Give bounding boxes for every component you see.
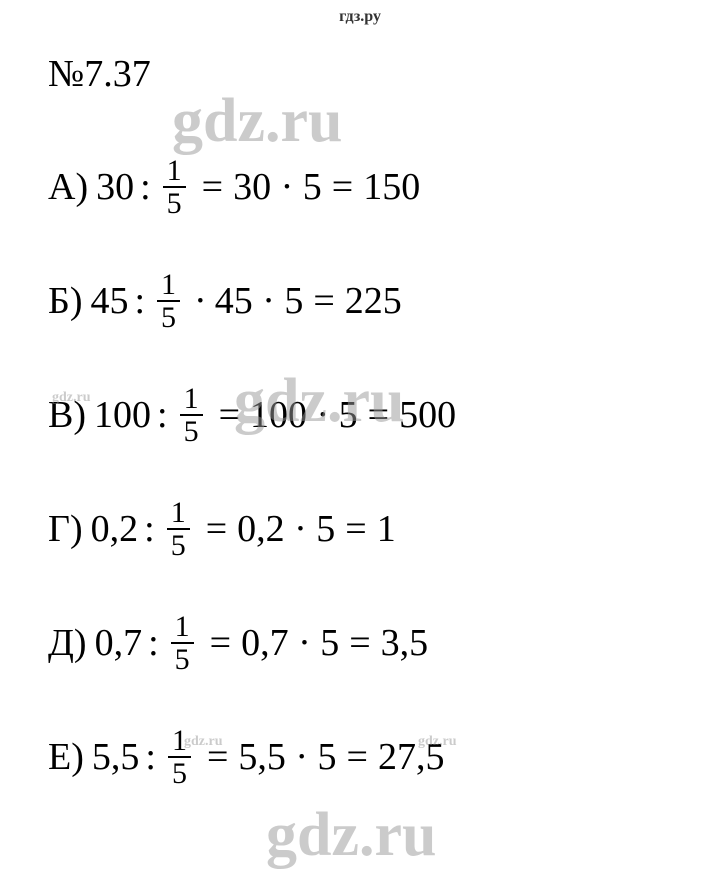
mid-c: 100 · 5 bbox=[250, 393, 358, 437]
equation-e: Д) 0,7 : 1 5 = 0,7 · 5 = 3,5 bbox=[48, 610, 720, 676]
mid-e: 0,7 · 5 bbox=[241, 621, 339, 665]
frac-num: 1 bbox=[168, 725, 191, 757]
fraction-e: 1 5 bbox=[171, 611, 194, 676]
fraction-a: 1 5 bbox=[163, 155, 186, 220]
label-e: Д) bbox=[48, 621, 87, 665]
eq-f1: = bbox=[207, 735, 228, 779]
eq-b: = bbox=[313, 279, 334, 323]
equation-b: Б) 45 : 1 5 · 45 · 5 = 225 bbox=[48, 268, 720, 334]
colon-f: : bbox=[145, 735, 156, 779]
equation-f: Е) 5,5 : 1 5 = 5,5 · 5 = 27,5 bbox=[48, 724, 720, 790]
frac-den: 5 bbox=[157, 300, 180, 334]
eq-c1: = bbox=[219, 393, 240, 437]
rhs-b: 225 bbox=[345, 279, 402, 323]
lhs-f: 5,5 bbox=[92, 735, 140, 779]
lhs-d: 0,2 bbox=[91, 507, 139, 551]
mid-d: 0,2 · 5 bbox=[237, 507, 335, 551]
frac-num: 1 bbox=[163, 155, 186, 187]
problem-number: №7.37 bbox=[48, 52, 720, 96]
fraction-b: 1 5 bbox=[157, 269, 180, 334]
frac-den: 5 bbox=[168, 756, 191, 790]
eq-d2: = bbox=[345, 507, 366, 551]
fraction-c: 1 5 bbox=[180, 383, 203, 448]
eq-a1: = bbox=[202, 165, 223, 209]
frac-den: 5 bbox=[171, 642, 194, 676]
rhs-d: 1 bbox=[377, 507, 396, 551]
fraction-f: 1 5 bbox=[168, 725, 191, 790]
label-d: Г) bbox=[48, 507, 83, 551]
eq-a2: = bbox=[332, 165, 353, 209]
label-f: Е) bbox=[48, 735, 84, 779]
eq-d1: = bbox=[206, 507, 227, 551]
eq-e2: = bbox=[349, 621, 370, 665]
colon-e: : bbox=[148, 621, 159, 665]
label-b: Б) bbox=[48, 279, 82, 323]
lhs-a: 30 bbox=[96, 165, 134, 209]
fraction-d: 1 5 bbox=[167, 497, 190, 562]
mid-a: 30 · 5 bbox=[233, 165, 322, 209]
rhs-a: 150 bbox=[363, 165, 420, 209]
dot-b: · bbox=[194, 279, 207, 323]
frac-num: 1 bbox=[171, 611, 194, 643]
rhs-e: 3,5 bbox=[381, 621, 429, 665]
frac-den: 5 bbox=[163, 186, 186, 220]
label-a: А) bbox=[48, 165, 88, 209]
colon-c: : bbox=[157, 393, 168, 437]
lhs-b: 45 bbox=[90, 279, 128, 323]
lhs-e: 0,7 bbox=[95, 621, 143, 665]
eq-f2: = bbox=[347, 735, 368, 779]
equation-d: Г) 0,2 : 1 5 = 0,2 · 5 = 1 bbox=[48, 496, 720, 562]
mid-f: 5,5 · 5 bbox=[238, 735, 336, 779]
frac-den: 5 bbox=[167, 528, 190, 562]
rhs-f: 27,5 bbox=[378, 735, 445, 779]
site-header: гдз.ру bbox=[0, 0, 720, 26]
frac-num: 1 bbox=[180, 383, 203, 415]
colon-d: : bbox=[144, 507, 155, 551]
eq-c2: = bbox=[368, 393, 389, 437]
frac-num: 1 bbox=[167, 497, 190, 529]
equation-a: А) 30 : 1 5 = 30 · 5 = 150 bbox=[48, 154, 720, 220]
watermark-large: gdz.ru bbox=[266, 800, 437, 871]
eq-e1: = bbox=[210, 621, 231, 665]
equation-c: В) 100 : 1 5 = 100 · 5 = 500 bbox=[48, 382, 720, 448]
label-c: В) bbox=[48, 393, 86, 437]
frac-num: 1 bbox=[157, 269, 180, 301]
frac-den: 5 bbox=[180, 414, 203, 448]
lhs-c: 100 bbox=[94, 393, 151, 437]
content-area: №7.37 А) 30 : 1 5 = 30 · 5 = 150 Б) 45 :… bbox=[0, 26, 720, 790]
colon-b: : bbox=[134, 279, 145, 323]
mid-b: 45 · 5 bbox=[215, 279, 304, 323]
site-name: гдз.ру bbox=[339, 8, 381, 25]
colon-a: : bbox=[140, 165, 151, 209]
rhs-c: 500 bbox=[399, 393, 456, 437]
